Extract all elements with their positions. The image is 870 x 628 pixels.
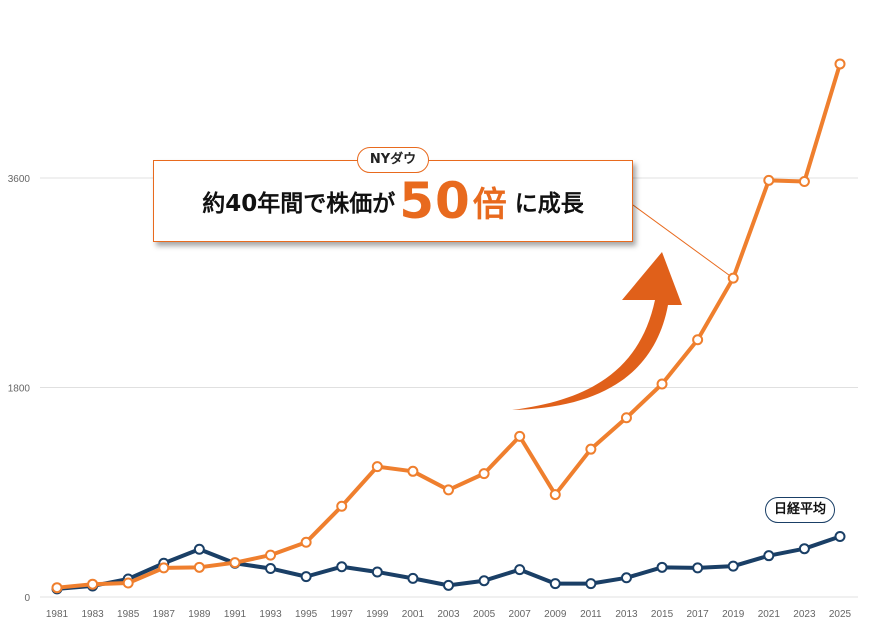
- data-point: [407, 572, 419, 584]
- data-point: [51, 582, 63, 594]
- callout-box: [153, 160, 633, 242]
- data-point: [478, 575, 490, 587]
- data-point: [158, 562, 170, 574]
- y-tick-label: 3600: [8, 174, 31, 185]
- x-tick-label: 2007: [509, 609, 532, 620]
- x-tick-label: 1997: [331, 609, 354, 620]
- data-point: [727, 560, 739, 572]
- data-point: [443, 484, 454, 496]
- data-point: [300, 536, 312, 548]
- data-point: [265, 549, 277, 561]
- y-tick-label: 1800: [8, 384, 31, 395]
- x-tick-label: 2001: [402, 609, 425, 620]
- x-tick-label: 2013: [615, 609, 638, 620]
- callout-text-pre: 約40年間で株価が: [202, 191, 396, 217]
- x-tick-label: 1987: [153, 609, 176, 620]
- data-point: [371, 461, 383, 473]
- data-point: [585, 443, 597, 455]
- data-point: [265, 562, 277, 574]
- y-tick-label: 0: [24, 593, 30, 604]
- series-line: [55, 61, 842, 590]
- x-tick-label: 2005: [473, 609, 496, 620]
- callout-tag-nydow: NYダウ: [357, 147, 429, 173]
- series-label-nikkei: 日経平均: [765, 497, 835, 523]
- series-layer: [51, 58, 846, 595]
- x-tick-label: 1999: [366, 609, 389, 620]
- callout-multiplier: 倍: [472, 184, 507, 225]
- x-tick-label: 1981: [46, 609, 69, 620]
- x-tick-label: 2025: [829, 609, 852, 620]
- callout-text-post: に成長: [514, 191, 584, 217]
- data-point: [549, 578, 561, 590]
- data-point: [407, 465, 419, 477]
- data-point: [692, 562, 704, 574]
- data-point: [514, 564, 526, 576]
- data-point: [549, 489, 561, 501]
- data-point: [798, 543, 810, 555]
- data-point: [193, 561, 205, 573]
- data-point: [834, 530, 846, 542]
- callout-text: 約40年間で株価が 50 倍 に成長: [153, 160, 633, 242]
- data-point: [585, 578, 597, 590]
- x-tick-label: 2011: [580, 609, 602, 620]
- x-axis-ticks: 1981 1983 1985 1987 1989 1991 1993 1995 1997 1999…: [46, 609, 852, 620]
- data-point: [620, 412, 632, 424]
- data-point: [229, 557, 241, 569]
- data-point: [798, 175, 810, 187]
- data-point: [122, 577, 134, 589]
- x-tick-label: 1989: [188, 609, 211, 620]
- data-point: [763, 174, 775, 186]
- x-tick-label: 2003: [437, 609, 460, 620]
- data-point: [763, 550, 775, 562]
- data-point: [727, 272, 739, 284]
- data-point: [300, 571, 312, 583]
- data-point: [336, 500, 348, 512]
- upward-arrow-icon: [512, 252, 682, 410]
- data-point: [656, 561, 668, 573]
- x-tick-label: 1991: [224, 609, 247, 620]
- x-tick-label: 1993: [259, 609, 282, 620]
- data-point: [514, 430, 526, 442]
- series-nikkei: [51, 530, 846, 595]
- data-point: [371, 566, 383, 578]
- series-nydow: [51, 58, 846, 594]
- x-tick-label: 1985: [117, 609, 140, 620]
- y-axis-ticks: 0 1800 3600: [8, 174, 31, 604]
- data-point: [87, 578, 99, 590]
- x-tick-label: 2019: [722, 609, 745, 620]
- data-point: [336, 561, 348, 573]
- data-point: [620, 572, 632, 584]
- data-point: [834, 58, 846, 70]
- data-point: [478, 468, 490, 480]
- x-tick-label: 2023: [793, 609, 816, 620]
- data-point: [656, 378, 668, 390]
- data-point: [193, 543, 205, 555]
- callout-number: 50: [399, 172, 471, 230]
- data-point: [692, 334, 704, 346]
- x-tick-label: 1995: [295, 609, 318, 620]
- x-tick-label: 2017: [687, 609, 710, 620]
- x-tick-label: 1983: [81, 609, 104, 620]
- x-tick-label: 2015: [651, 609, 674, 620]
- callout-leader-line: [632, 204, 734, 279]
- data-point: [443, 579, 454, 591]
- x-tick-label: 2021: [758, 609, 781, 620]
- x-tick-label: 2009: [544, 609, 567, 620]
